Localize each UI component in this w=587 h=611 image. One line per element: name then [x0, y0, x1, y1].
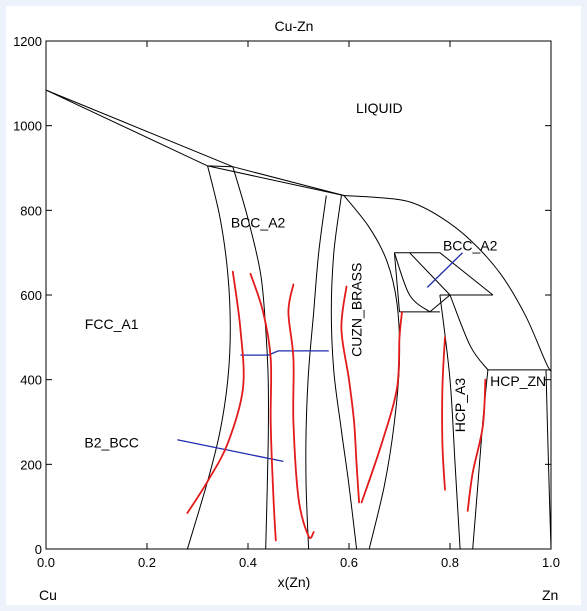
- phase-label-0: LIQUID: [356, 100, 403, 116]
- chart-title: Cu-Zn: [275, 18, 314, 34]
- phase-label-2: FCC_A1: [85, 316, 139, 332]
- axis-ticks: 0.0 0.2 0.4 0.6 0.8 1.0 0 200 400 600 800 1000 1200: [13, 34, 560, 570]
- phase-boundary-3: [232, 166, 345, 196]
- hand-drawn-line-0: [186, 270, 245, 514]
- x-axis-label: x(Zn): [278, 574, 311, 590]
- hand-drawn-lines: [186, 270, 487, 542]
- x-tick-label-5: 1.0: [542, 555, 560, 570]
- phase-boundary-4: [207, 165, 345, 196]
- x-tick-label-0: 0.0: [37, 555, 55, 570]
- phase-label-7: B2_BCC: [84, 434, 138, 450]
- phase-boundary-20: [449, 294, 489, 371]
- phase-diagram-chart: Cu-Zn x(Zn) Cu Zn 0.0 0.2 0.4 0.6 0.8 1.0 0 200…: [13, 18, 560, 603]
- tie-lines: [177, 252, 464, 463]
- hand-drawn-line-1: [249, 272, 277, 542]
- phase-label-1: BCC_A2: [231, 214, 286, 230]
- phase-label-5: HCP_A3: [452, 378, 468, 433]
- phase-boundary-6: [186, 165, 231, 550]
- hand-drawn-line-2: [287, 283, 315, 540]
- phase-boundary-1: [45, 89, 233, 168]
- phase-boundary-0: [45, 89, 208, 167]
- phase-label-3: CUZN_BRASS: [349, 263, 365, 357]
- phase-boundary-8: [305, 195, 327, 550]
- phase-label-4: BCC_A2: [443, 238, 498, 254]
- y-tick-label-1: 200: [20, 457, 42, 472]
- x-tick-label-3: 0.6: [340, 555, 358, 570]
- hand-drawn-line-5: [441, 336, 446, 491]
- hand-drawn-line-3: [340, 285, 360, 504]
- hand-drawn-line-6: [466, 378, 487, 512]
- phase-boundary-5: [343, 195, 552, 372]
- phase-boundaries: [45, 89, 552, 550]
- chart-panel: Cu-Zn x(Zn) Cu Zn 0.0 0.2 0.4 0.6 0.8 1.0 0 200…: [6, 6, 581, 605]
- phase-boundary-11: [393, 252, 400, 312]
- phase-boundary-14: [393, 252, 431, 313]
- tie-line-2: [426, 252, 464, 288]
- phase-boundary-9: [330, 195, 358, 550]
- y-tick-label-4: 800: [20, 203, 42, 218]
- hand-drawn-line-4: [360, 311, 403, 504]
- x-tick-label-4: 0.8: [441, 555, 459, 570]
- phase-boundary-7: [232, 166, 269, 550]
- phase-boundary-16: [429, 294, 451, 313]
- tie-line-0: [240, 350, 329, 356]
- tie-line-1: [177, 439, 284, 463]
- x-tick-label-2: 0.4: [239, 555, 257, 570]
- y-tick-label-6: 1200: [13, 34, 42, 49]
- phase-boundary-19: [439, 294, 461, 550]
- phase-boundary-13: [409, 252, 451, 296]
- phase-boundary-10: [343, 195, 401, 550]
- y-tick-label-2: 400: [20, 373, 42, 388]
- left-end-label: Cu: [39, 587, 57, 603]
- x-tick-label-1: 0.2: [138, 555, 156, 570]
- y-tick-label-5: 1000: [13, 119, 42, 134]
- phase-boundary-18: [439, 252, 494, 296]
- phase-label-6: HCP_ZN: [490, 373, 546, 389]
- right-end-label: Zn: [542, 587, 558, 603]
- phase-labels: LIQUID BCC_A2 FCC_A1 CUZN_BRASS BCC_A2 HCP_A3…: [84, 100, 546, 450]
- y-tick-label-3: 600: [20, 288, 42, 303]
- y-tick-label-0: 0: [35, 542, 42, 557]
- phase-boundary-2: [207, 165, 233, 168]
- phase-boundary-23: [545, 369, 552, 550]
